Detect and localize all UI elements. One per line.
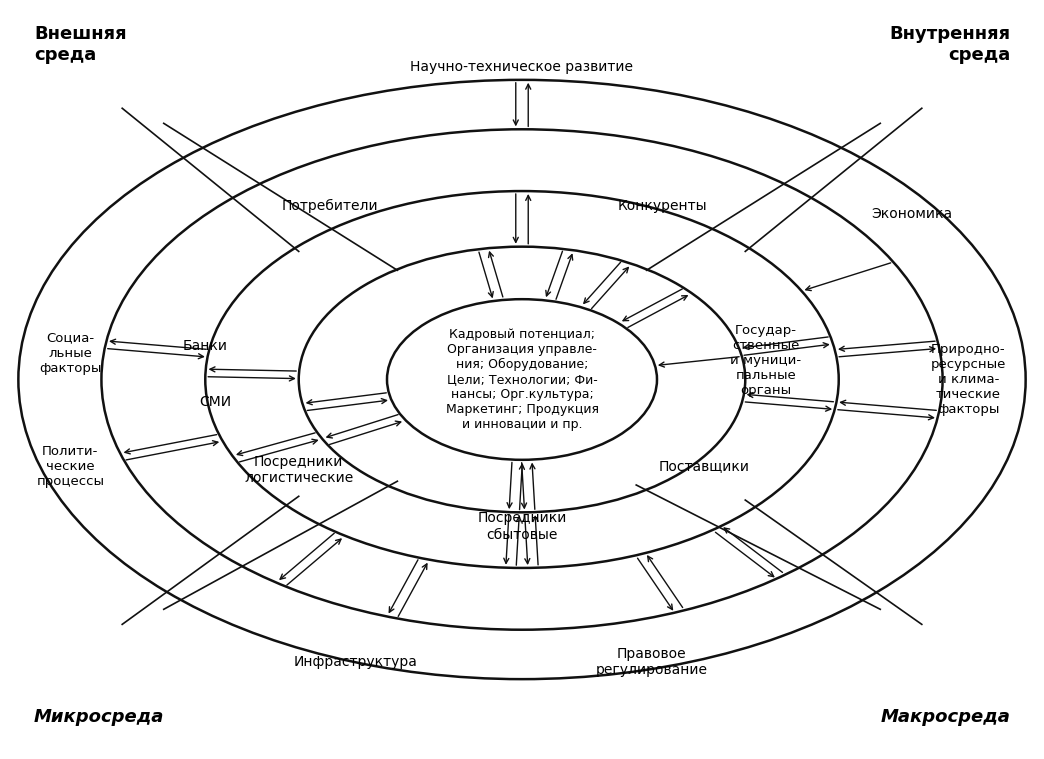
Text: Инфраструктура: Инфраструктура <box>294 655 418 669</box>
Ellipse shape <box>387 299 657 460</box>
Text: СМИ: СМИ <box>199 395 232 409</box>
Ellipse shape <box>299 247 745 512</box>
Text: Поставщики: Поставщики <box>658 459 750 473</box>
Text: Макросреда: Макросреда <box>880 708 1010 726</box>
Text: Кадровый потенциал;
Организация управле-
ния; Оборудование;
Цели; Технологии; Фи: Кадровый потенциал; Организация управле-… <box>446 328 598 431</box>
Text: Правовое
регулирование: Правовое регулирование <box>596 647 708 677</box>
Text: Научно-техническое развитие: Научно-техническое развитие <box>410 60 634 74</box>
Text: Экономика: Экономика <box>871 206 952 221</box>
Text: Микросреда: Микросреда <box>34 708 164 726</box>
Text: Полити-
ческие
процессы: Полити- ческие процессы <box>37 445 104 487</box>
Text: Внешняя
среда: Внешняя среда <box>34 25 126 65</box>
Text: Государ-
ственные
и муници-
пальные
органы: Государ- ственные и муници- пальные орга… <box>731 324 802 397</box>
Ellipse shape <box>19 80 1025 679</box>
Text: Потребители: Потребители <box>282 199 378 213</box>
Ellipse shape <box>101 129 943 630</box>
Text: Социа-
льные
факторы: Социа- льные факторы <box>39 332 101 375</box>
Text: Посредники
логистические: Посредники логистические <box>244 455 353 485</box>
Text: Природно-
ресурсные
и клима-
тические
факторы: Природно- ресурсные и клима- тические фа… <box>931 343 1006 416</box>
Text: Конкуренты: Конкуренты <box>617 199 707 213</box>
Ellipse shape <box>206 191 838 568</box>
Text: Банки: Банки <box>183 339 228 353</box>
Text: Внутренняя
среда: Внутренняя среда <box>888 25 1010 65</box>
Text: Посредники
сбытовые: Посредники сбытовые <box>477 512 567 541</box>
